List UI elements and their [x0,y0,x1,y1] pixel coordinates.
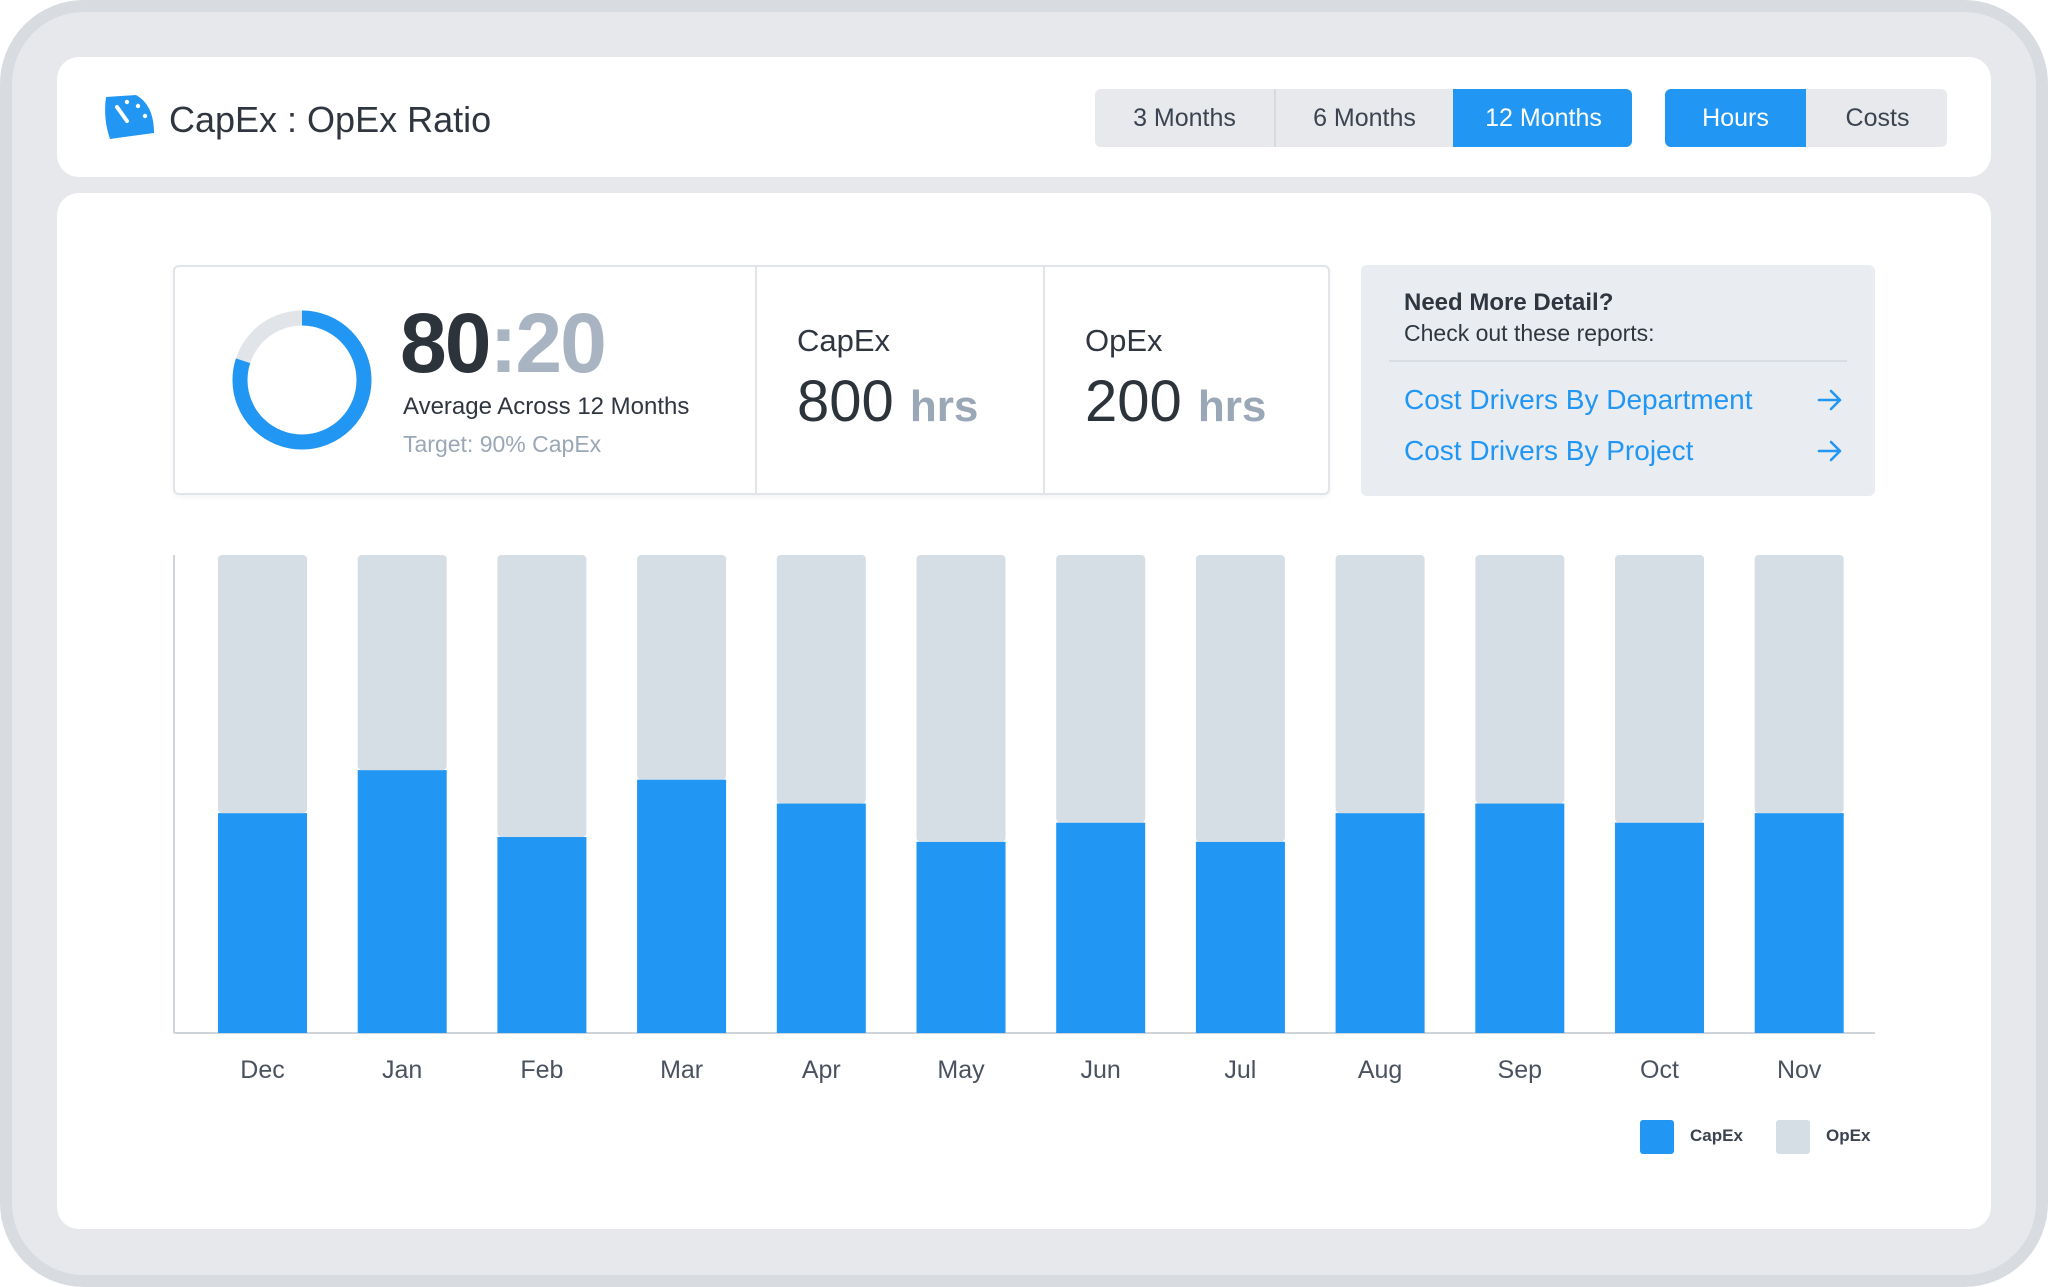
bar-capex-mar [637,779,727,1033]
arrow-right-icon [1817,440,1842,462]
arrow-right-icon [1817,389,1842,411]
bar-opex-nov [1754,555,1844,814]
page-title: CapEx : OpEx Ratio [169,99,492,140]
opex-label: OpEx [1085,323,1163,358]
x-tick-label: Sep [1498,1056,1542,1084]
cost-drivers-by-department-link[interactable]: Cost Drivers By Department [1404,380,1844,420]
x-tick-label: Jan [382,1056,422,1084]
legend-label-capex: CapEx [1690,1126,1743,1145]
ratio-summary-card: 80:20 Average Across 12 Months Target: 9… [173,265,1330,495]
ratio-separator: : [489,296,517,390]
ratio-value: 80:20 [400,295,607,391]
bar-opex-aug [1335,555,1425,814]
capex-label: CapEx [797,323,891,358]
legend-label-opex: OpEx [1826,1126,1871,1145]
divider [1389,360,1847,362]
monthly-capex-opex-chart: Dec Jan Feb Mar Apr May Jun Jul Aug Sep Oct Nov [173,555,1875,1084]
x-tick-label: Jun [1081,1056,1121,1084]
detail-heading: Need More Detail? [1404,289,1614,316]
detail-subheading: Check out these reports: [1404,320,1655,346]
x-tick-label: Jul [1224,1056,1256,1084]
range-12-months-button[interactable]: 12 Months [1453,89,1632,147]
bar-capex-oct [1615,822,1704,1033]
bar-opex-may [916,555,1006,842]
bar-opex-jan [357,555,447,771]
x-tick-label: Aug [1358,1056,1402,1084]
bar-opex-apr [776,555,866,804]
link-label: Cost Drivers By Department [1404,384,1753,415]
bar-opex-mar [637,555,727,780]
average-label: Average Across 12 Months [403,393,690,420]
bar-capex-jul [1195,841,1285,1033]
ratio-capex-part: 80 [400,296,491,390]
bar-opex-jul [1195,555,1285,842]
legend-swatch-opex [1776,1120,1810,1154]
x-tick-label: Dec [240,1056,284,1084]
capex-value: 800 hrs [797,367,978,442]
x-tick-label: May [937,1056,985,1084]
link-label: Cost Drivers By Project [1404,435,1694,466]
bar-capex-jun [1056,822,1146,1033]
x-tick-label: Nov [1777,1056,1822,1084]
metric-hours-button[interactable]: Hours [1665,89,1806,147]
bar-capex-dec [218,813,307,1033]
bar-capex-may [916,841,1006,1033]
gauge-icon [105,95,154,139]
bar-capex-nov [1754,813,1844,1033]
bar-opex-jun [1056,555,1146,823]
range-6-months-button[interactable]: 6 Months [1274,89,1453,147]
report-links-card: Need More Detail? Check out these report… [1361,265,1875,496]
opex-unit: hrs [1197,382,1267,431]
opex-number: 200 [1085,369,1182,434]
bar-capex-feb [497,837,587,1033]
x-tick-label: Apr [802,1056,841,1084]
x-tick-label: Feb [520,1056,563,1084]
metric-costs-button[interactable]: Costs [1845,104,1910,132]
card-divider [1043,267,1045,493]
capex-unit: hrs [909,382,979,431]
bar-opex-feb [497,555,587,838]
opex-value: 200 hrs [1085,367,1266,442]
capex-number: 800 [797,369,894,434]
bar-opex-sep [1475,555,1565,804]
legend-swatch-capex [1640,1120,1674,1154]
bar-capex-jan [357,770,447,1033]
time-range-selector: 3 Months 6 Months 12 Months [1095,89,1632,147]
ratio-opex-part: 20 [515,296,606,390]
x-tick-label: Oct [1640,1056,1679,1084]
target-label: Target: 90% CapEx [403,431,602,457]
card-divider [755,267,757,493]
bar-capex-sep [1475,803,1565,1033]
range-3-months-button[interactable]: 3 Months [1133,104,1236,132]
ratio-donut-chart [232,310,372,450]
metric-selector: Hours Costs [1665,89,1947,147]
bar-capex-aug [1335,813,1425,1033]
bar-opex-dec [218,555,307,814]
cost-drivers-by-project-link[interactable]: Cost Drivers By Project [1404,431,1844,471]
bar-opex-oct [1615,555,1704,823]
bar-capex-apr [776,803,866,1033]
x-tick-label: Mar [660,1056,703,1084]
donut-capex-arc [232,310,372,450]
